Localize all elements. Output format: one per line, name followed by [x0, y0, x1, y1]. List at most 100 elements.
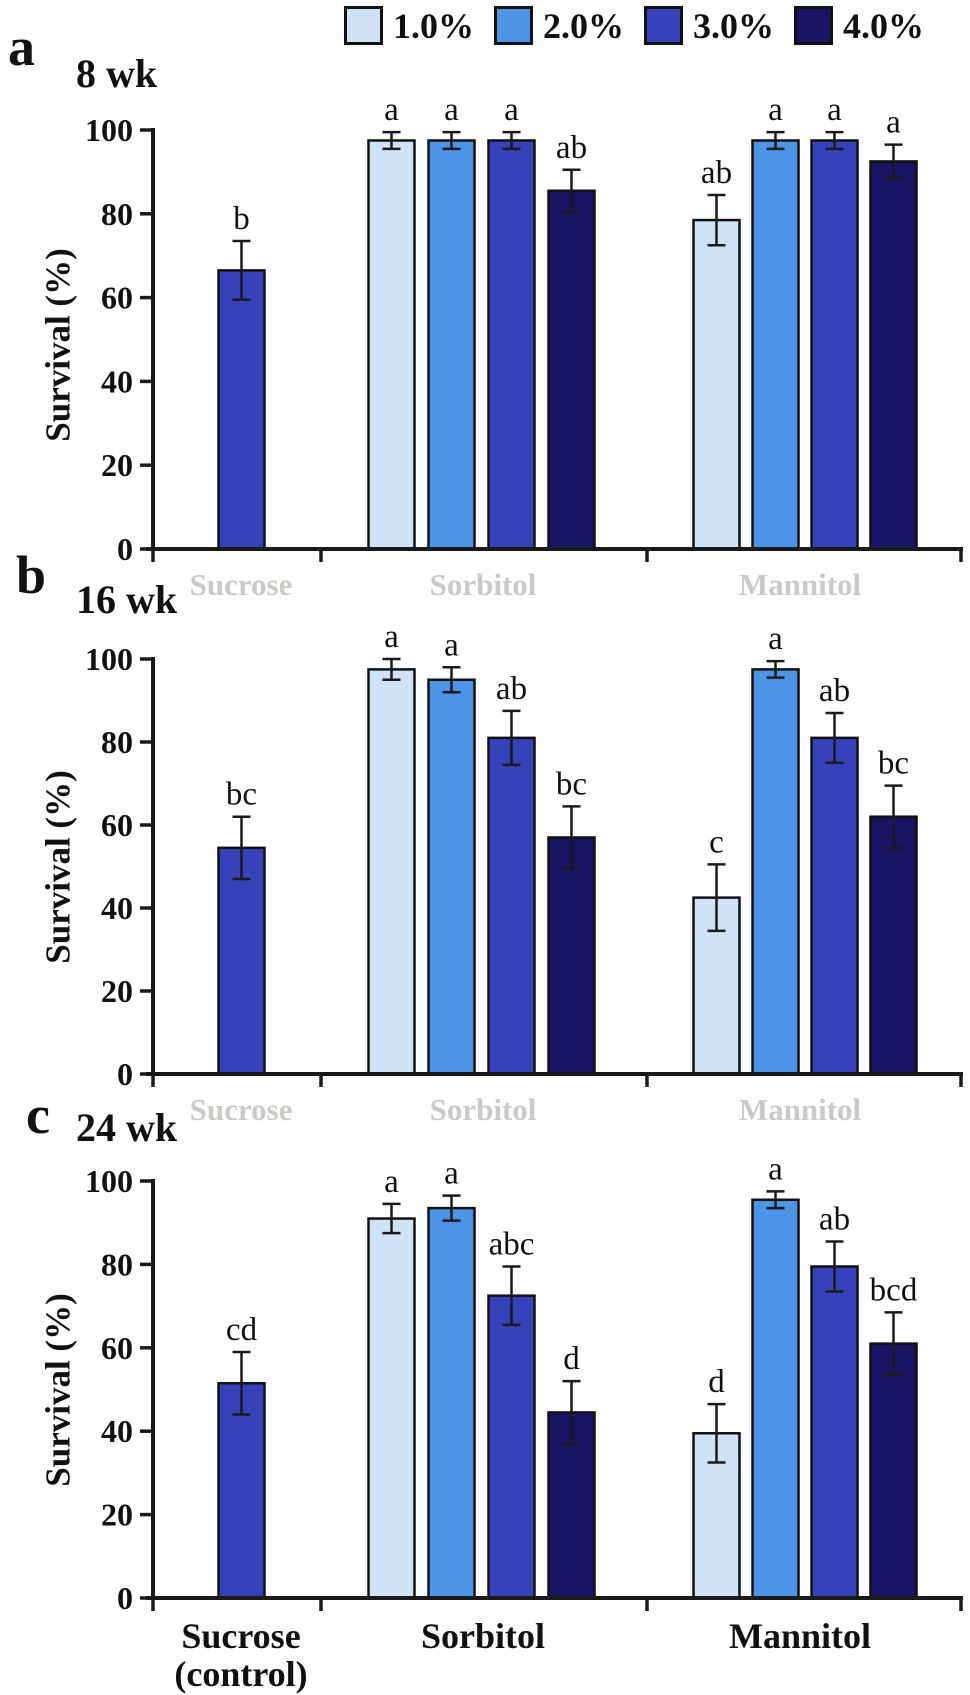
bar-24wk-mannitol-3.0%	[810, 1265, 859, 1600]
y-tick-label: 80	[101, 1246, 133, 1282]
y-tick-label: 20	[101, 1497, 133, 1533]
x-axis-label-sucrose: Sucrose	[181, 1616, 301, 1656]
panel-title-24wk: 24 wk	[76, 1105, 178, 1150]
y-axis-label-panel-c: Survival (%)	[38, 1293, 78, 1487]
sig-letter: ab	[819, 1201, 850, 1237]
y-tick-label: 0	[117, 1580, 133, 1616]
bar-16wk-sorbitol-1.0%	[367, 668, 416, 1076]
bar-16wk-mannitol-3.0%	[810, 736, 859, 1076]
sig-letter: a	[768, 621, 783, 657]
sig-letter: bcd	[870, 1272, 918, 1308]
x-axis-label-mannitol: Mannitol	[728, 1616, 872, 1656]
legend-item-1.0: 1.0%	[344, 6, 474, 45]
sig-letter: b	[233, 201, 250, 237]
sig-letter: a	[444, 92, 459, 128]
legend-swatch-2.0-icon	[494, 6, 533, 45]
bar-24wk-mannitol-4.0%	[869, 1342, 918, 1600]
y-tick-label: 40	[101, 1413, 133, 1449]
bar-8wk-mannitol-1.0%	[692, 218, 741, 551]
ghost-x-label: Sorbitol	[430, 567, 537, 602]
x-axis-label-sucrose-control: (control)	[174, 1654, 308, 1694]
legend-label-2.0: 2.0%	[543, 5, 624, 46]
legend-label-4.0: 4.0%	[843, 5, 924, 46]
y-tick-label: 60	[101, 280, 133, 316]
y-tick-label: 40	[101, 363, 133, 399]
sig-letter: a	[384, 92, 399, 128]
sig-letter: bc	[226, 777, 257, 813]
legend: 1.0% 2.0% 3.0% 4.0%	[344, 6, 924, 45]
legend-label-1.0: 1.0%	[393, 5, 474, 46]
bar-8wk-sorbitol-4.0%	[547, 189, 596, 551]
y-tick-label: 20	[101, 447, 133, 483]
bar-8wk-mannitol-2.0%	[751, 139, 800, 551]
sig-letter: bc	[556, 766, 587, 802]
legend-swatch-3.0-icon	[644, 6, 683, 45]
y-tick-label: 100	[85, 1163, 133, 1199]
y-tick-label: 20	[101, 973, 133, 1009]
bar-16wk-sorbitol-3.0%	[487, 736, 536, 1076]
y-tick-label: 60	[101, 807, 133, 843]
sig-letter: a	[827, 92, 842, 128]
bar-24wk-sorbitol-3.0%	[487, 1294, 536, 1600]
legend-swatch-1.0-icon	[344, 6, 383, 45]
y-axis-label-panel-b: Survival (%)	[38, 770, 78, 964]
bar-8wk-mannitol-3.0%	[810, 139, 859, 551]
ghost-x-label: Sucrose	[190, 1092, 293, 1127]
bar-24wk-sorbitol-2.0%	[427, 1206, 476, 1600]
sig-letter: c	[709, 824, 724, 860]
sig-letter: d	[708, 1364, 725, 1400]
sig-letter: a	[444, 627, 459, 663]
bar-8wk-mannitol-4.0%	[869, 160, 918, 551]
bar-8wk-sucrose-3.0%	[217, 269, 266, 551]
panel-letter-b: b	[16, 545, 47, 605]
bar-16wk-sorbitol-4.0%	[547, 836, 596, 1076]
sig-letter: d	[563, 1341, 580, 1377]
ghost-x-label: Sorbitol	[430, 1092, 537, 1127]
y-tick-label: 80	[101, 196, 133, 232]
legend-item-2.0: 2.0%	[494, 6, 624, 45]
bar-24wk-mannitol-2.0%	[751, 1198, 800, 1600]
sig-letter: ab	[819, 673, 850, 709]
bar-16wk-sucrose-3.0%	[217, 846, 266, 1076]
sig-letter: a	[384, 619, 399, 655]
y-tick-label: 80	[101, 724, 133, 760]
sig-letter: a	[444, 1156, 459, 1192]
panel-title-8wk: 8 wk	[76, 51, 158, 96]
legend-item-4.0: 4.0%	[794, 6, 924, 45]
panel-letter-a: a	[8, 17, 35, 77]
y-axis-label-panel-a: Survival (%)	[38, 248, 78, 442]
sig-letter: cd	[226, 1312, 258, 1348]
sig-letter: a	[768, 92, 783, 128]
sig-letter: ab	[556, 130, 587, 166]
sig-letter: a	[384, 1164, 399, 1200]
panel-letter-c: c	[26, 1085, 50, 1145]
y-tick-label: 0	[117, 531, 133, 567]
bar-24wk-sucrose-3.0%	[217, 1381, 266, 1600]
sig-letter: ab	[496, 671, 527, 707]
legend-label-3.0: 3.0%	[693, 5, 774, 46]
bar-8wk-sorbitol-1.0%	[367, 139, 416, 551]
ghost-x-label: Mannitol	[739, 1092, 862, 1127]
bar-16wk-sorbitol-2.0%	[427, 678, 476, 1076]
sig-letter: a	[504, 92, 519, 128]
bar-16wk-mannitol-2.0%	[751, 668, 800, 1076]
legend-swatch-4.0-icon	[794, 6, 833, 45]
y-tick-label: 100	[85, 641, 133, 677]
y-tick-label: 60	[101, 1330, 133, 1366]
sig-letter: a	[768, 1151, 783, 1187]
panel-title-16wk: 16 wk	[76, 577, 178, 622]
x-axis-label-sorbitol: Sorbitol	[420, 1616, 546, 1656]
y-tick-label: 40	[101, 890, 133, 926]
bar-8wk-sorbitol-2.0%	[427, 139, 476, 551]
sig-letter: a	[886, 105, 901, 141]
legend-item-3.0: 3.0%	[644, 6, 774, 45]
bar-24wk-sorbitol-1.0%	[367, 1217, 416, 1600]
sig-letter: bc	[878, 746, 909, 782]
sig-letter: ab	[701, 155, 732, 191]
ghost-x-label: Sucrose	[190, 567, 293, 602]
sig-letter: abc	[489, 1226, 535, 1262]
bar-8wk-sorbitol-3.0%	[487, 139, 536, 551]
y-tick-label: 100	[85, 112, 133, 148]
